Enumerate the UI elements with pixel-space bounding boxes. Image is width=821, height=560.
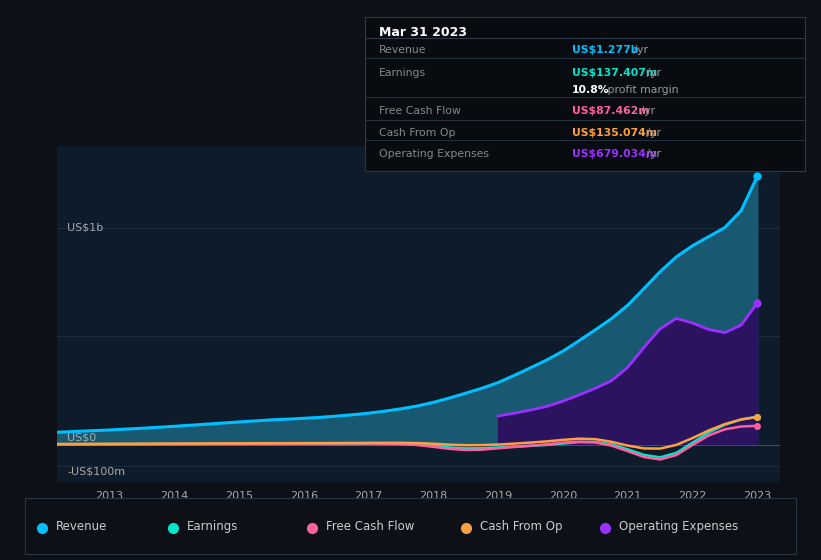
Text: Earnings: Earnings: [186, 520, 238, 533]
Text: US$679.034m: US$679.034m: [571, 150, 657, 159]
Text: -US$100m: -US$100m: [67, 466, 126, 477]
Text: Operating Expenses: Operating Expenses: [378, 150, 488, 159]
Text: US$87.462m: US$87.462m: [571, 106, 649, 116]
Text: Free Cash Flow: Free Cash Flow: [378, 106, 461, 116]
Text: /yr: /yr: [644, 128, 661, 138]
Text: /yr: /yr: [644, 150, 661, 159]
Text: US$0: US$0: [67, 432, 96, 442]
Text: US$135.074m: US$135.074m: [571, 128, 657, 138]
Text: Cash From Op: Cash From Op: [480, 520, 562, 533]
Text: Earnings: Earnings: [378, 68, 425, 78]
Text: profit margin: profit margin: [604, 85, 679, 95]
Text: Operating Expenses: Operating Expenses: [619, 520, 738, 533]
Text: US$1b: US$1b: [67, 223, 103, 233]
Text: /yr: /yr: [631, 45, 649, 54]
Text: Revenue: Revenue: [56, 520, 107, 533]
Text: /yr: /yr: [637, 106, 655, 116]
Text: 10.8%: 10.8%: [571, 85, 609, 95]
Text: US$1.277b: US$1.277b: [571, 45, 638, 54]
Text: Free Cash Flow: Free Cash Flow: [326, 520, 414, 533]
Text: Revenue: Revenue: [378, 45, 426, 54]
Text: US$137.407m: US$137.407m: [571, 68, 657, 78]
Text: Cash From Op: Cash From Op: [378, 128, 455, 138]
Text: /yr: /yr: [644, 68, 661, 78]
Text: Mar 31 2023: Mar 31 2023: [378, 26, 466, 39]
